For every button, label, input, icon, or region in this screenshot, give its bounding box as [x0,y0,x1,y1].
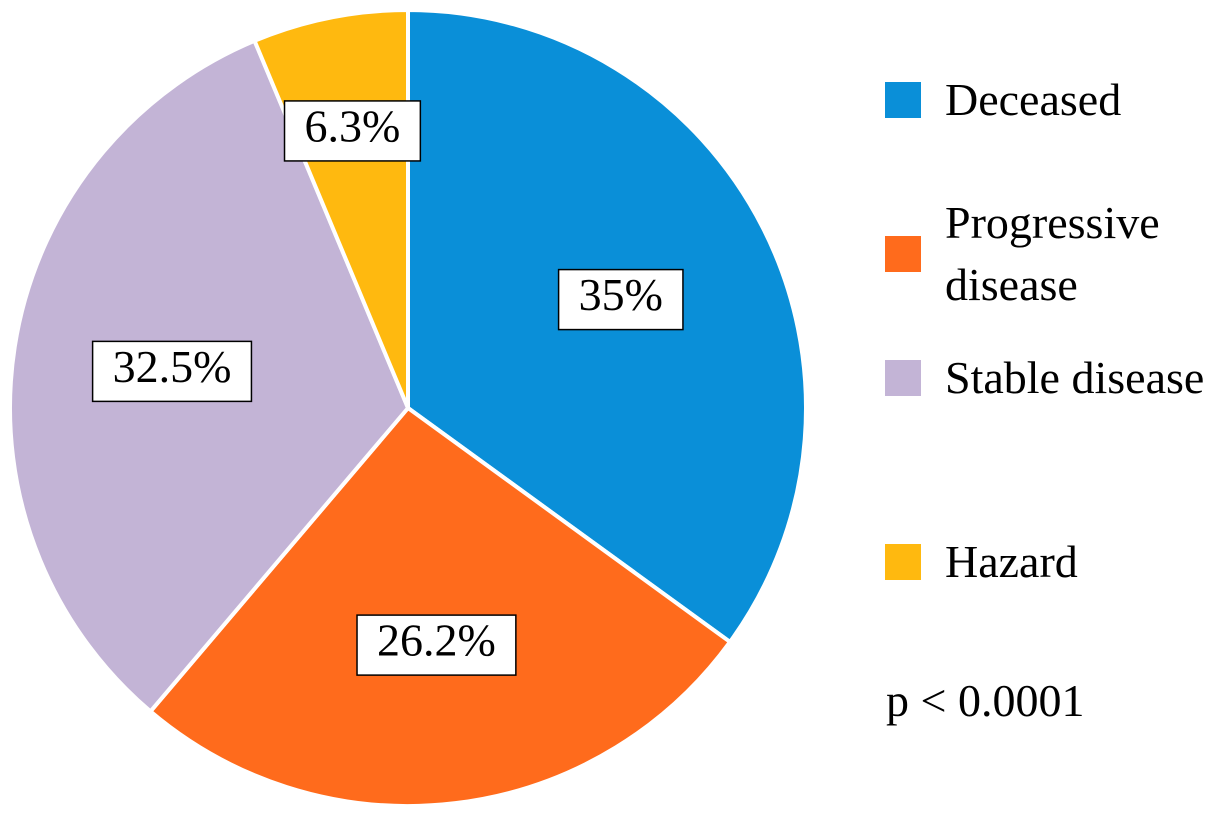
data-label: 32.5% [91,340,253,403]
annotation: p < 0.0001 [886,675,1085,726]
legend-swatch [885,360,921,396]
legend-swatch [885,236,921,272]
data-label-text: 6.3% [305,100,401,151]
pie-area: 35% 26.2% 32.5% 6.3% [10,10,806,808]
legend-item: Stable disease [885,347,1205,409]
data-label-text: 35% [579,269,663,320]
legend-swatch [885,82,921,118]
legend-label: Progressive disease [945,197,1160,310]
legend-label: Deceased [945,74,1122,125]
pie-slice [147,405,733,808]
legend-item: Hazard [885,531,1205,593]
legend-label: Stable disease [945,352,1205,403]
data-label-box [356,614,517,676]
data-label: 35% [557,268,684,331]
legend-item: Deceased [885,69,1205,131]
data-label-box [557,268,684,331]
legend-item: Progressive disease [885,192,1205,316]
data-label-text: 32.5% [113,341,232,392]
legend-label: Hazard [945,536,1078,587]
data-label-box [91,340,253,403]
data-label-box [283,100,422,162]
data-label: 26.2% [356,614,517,676]
data-label-text: 26.2% [377,615,496,666]
legend-swatch [885,544,921,580]
data-label: 6.3% [283,100,422,162]
